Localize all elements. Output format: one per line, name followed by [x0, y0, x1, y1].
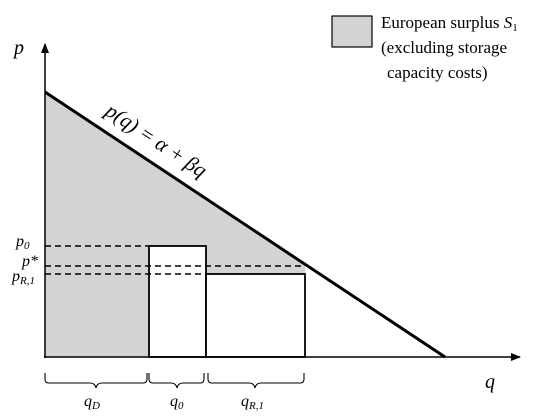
quantity-label-qD: qD: [84, 393, 100, 412]
quantity-label-qR1: qR,1: [241, 393, 264, 412]
x-axis-label: q: [485, 371, 495, 393]
demand-curve: [44, 90, 446, 359]
legend-line-1: European surplus S1: [381, 13, 518, 34]
brace-qR1: [207, 373, 305, 389]
price-label-pstar: p*: [21, 253, 38, 270]
legend-line-2: (excluding storage: [381, 38, 507, 57]
brace-qD: [44, 373, 148, 389]
brace-q0: [148, 373, 205, 389]
price-label-p0: p0: [15, 233, 30, 252]
quantity-label-q0: q0: [170, 393, 184, 412]
storage-rect-qR1: [205, 273, 306, 358]
legend-line-3: capacity costs): [387, 63, 488, 82]
storage-rect-q0: [148, 245, 207, 358]
y-axis-label: p: [12, 37, 24, 59]
price-label-pR1: pR,1: [11, 268, 35, 287]
legend-swatch: [331, 15, 373, 48]
